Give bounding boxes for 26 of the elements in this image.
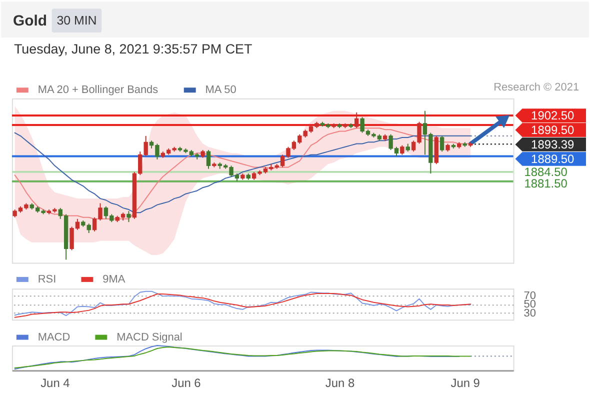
candlestick <box>206 150 211 170</box>
ref-line-label: 1884.50 <box>524 164 568 179</box>
ref-line-label: 1893.39 <box>531 137 575 152</box>
candlestick <box>400 144 404 156</box>
ref-line-label: 1889.50 <box>531 152 575 166</box>
legend-label: MACD <box>38 331 70 344</box>
legend-label: MA 20 + Bollinger Bands <box>38 84 159 96</box>
x-tick-label: Jun 6 <box>172 376 202 390</box>
ref-line-label: 1881.50 <box>524 176 568 190</box>
ref-line-label: 1902.50 <box>531 108 575 123</box>
legend-label: MA 50 <box>205 84 236 96</box>
legend-label: 9MA <box>102 273 126 286</box>
text: 30 MIN <box>56 14 97 28</box>
ref-line-label: 1899.50 <box>531 122 575 137</box>
x-tick-label: Jun 4 <box>40 376 70 390</box>
candlestick <box>354 112 359 129</box>
chart-title: Gold <box>12 12 47 30</box>
x-tick-label: Jun 8 <box>325 376 355 390</box>
x-tick-label: Jun 9 <box>450 376 480 390</box>
candlestick <box>440 135 444 152</box>
y-tick-label: 30 <box>524 307 536 320</box>
chart-subtitle: Tuesday, June 8, 2021 9:35:57 PM CET <box>14 41 252 56</box>
candlestick <box>126 210 131 223</box>
legend-label: MACD Signal <box>116 331 182 344</box>
text: Research © 2021 <box>494 81 580 94</box>
legend-label: RSI <box>38 273 56 286</box>
